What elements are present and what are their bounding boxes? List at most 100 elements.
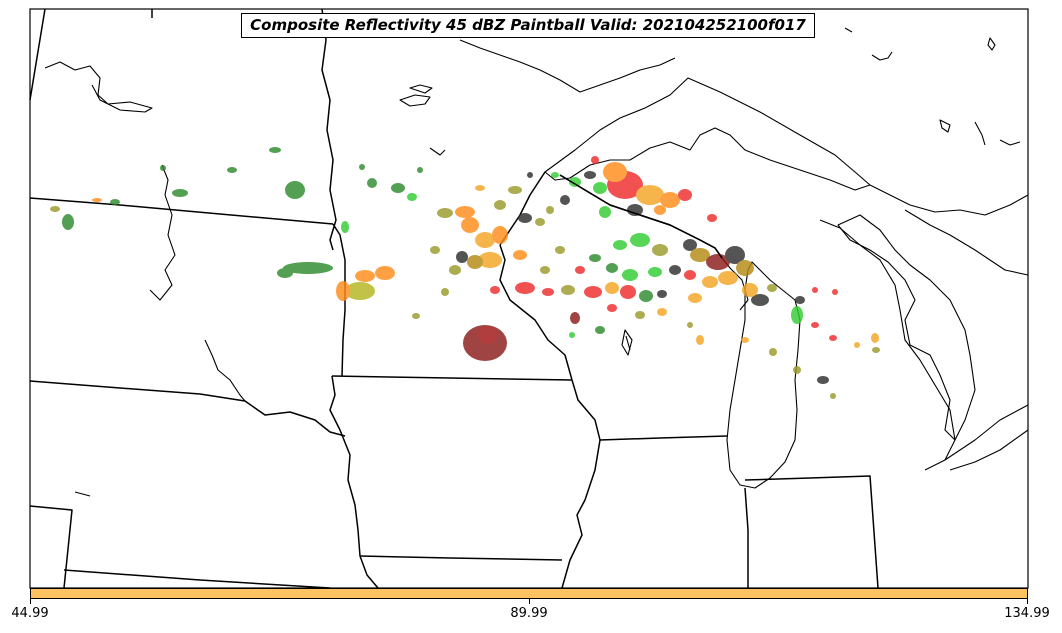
reflectivity-blob — [635, 311, 645, 319]
reflectivity-blob — [540, 266, 550, 274]
border-in-oh — [744, 475, 879, 589]
border-ia-east — [561, 379, 601, 589]
reflectivity-blob — [654, 205, 666, 215]
lake-of-woods — [44, 61, 153, 113]
north-shore-canada — [459, 39, 676, 93]
reflectivity-blob — [542, 288, 554, 296]
reflectivity-blob — [172, 189, 188, 197]
reflectivity-blob — [475, 185, 485, 191]
reflectivity-blob — [872, 347, 880, 353]
georgian-bay — [904, 209, 1029, 276]
reflectivity-blob — [336, 281, 350, 301]
reflectivity-blob — [359, 164, 365, 170]
reflectivity-blob — [832, 289, 838, 295]
colorbar-tick-label-mid: 89.99 — [510, 606, 548, 621]
reflectivity-blob — [690, 248, 710, 262]
reflectivity-blob — [725, 246, 745, 264]
border-wi-il — [599, 435, 728, 441]
reflectivity-blob — [817, 376, 829, 384]
border-mn-wi — [499, 244, 573, 381]
colorbar-tick-label-min: 44.99 — [11, 606, 49, 621]
reflectivity-blob — [391, 183, 405, 193]
reflectivity-blob — [412, 313, 420, 319]
reflectivity-blob — [478, 326, 498, 344]
colorbar — [30, 588, 1028, 599]
reflectivity-blob — [341, 221, 349, 233]
reflectivity-blob — [639, 290, 653, 302]
reflectivity-blob — [570, 312, 580, 324]
reflectivity-blob — [560, 195, 570, 205]
reflectivity-blob — [854, 342, 860, 348]
reflectivity-blob — [490, 286, 500, 294]
reflectivity-blob — [584, 286, 602, 298]
reflectivity-blob — [593, 182, 607, 194]
reflectivity-blob — [648, 267, 662, 277]
reflectivity-blob — [669, 265, 681, 275]
reflectivity-blob — [508, 186, 522, 194]
reflectivity-blob — [652, 244, 668, 256]
red-lake — [399, 94, 431, 107]
reflectivity-blob — [277, 268, 293, 278]
reflectivity-blob — [584, 171, 596, 179]
border-mt-nd — [29, 8, 46, 101]
lake-small-2 — [987, 37, 996, 51]
reflectivity-blob — [461, 217, 479, 233]
reflectivity-blob — [742, 283, 758, 297]
border-ia-mo — [359, 555, 563, 561]
reflectivity-blob — [599, 206, 611, 218]
reflectivity-blob — [569, 332, 575, 338]
lake-superior — [544, 77, 871, 191]
plot-frame — [29, 8, 1029, 589]
reflectivity-blob — [684, 270, 696, 280]
reflectivity-blob — [718, 271, 738, 285]
reflectivity-blob — [494, 200, 506, 210]
reflectivity-blob — [449, 265, 461, 275]
reflectivity-blob — [518, 213, 532, 223]
border-sd-ne — [29, 380, 346, 437]
colorbar-tick-label-max: 134.99 — [1004, 606, 1050, 621]
reflectivity-blob — [829, 335, 837, 341]
reflectivity-blob — [613, 240, 627, 250]
reflectivity-blob — [160, 165, 166, 171]
coastlines — [44, 27, 1029, 497]
reflectivity-blob — [407, 193, 417, 201]
lake-small-8 — [429, 147, 446, 156]
border-ne-ks — [63, 569, 331, 589]
reflectivity-blob — [467, 255, 483, 269]
reflectivity-blob — [561, 285, 575, 295]
lake-small-9 — [625, 335, 631, 351]
lake-small-4 — [974, 121, 986, 146]
reflectivity-blob — [475, 232, 495, 248]
reflectivity-blob — [657, 308, 667, 316]
colorbar-tick-middle — [529, 599, 530, 604]
reflectivity-blob — [478, 252, 502, 268]
reflectivity-blob — [606, 263, 618, 273]
reflectivity-blob — [283, 262, 333, 274]
reflectivity-blob — [871, 333, 879, 343]
reflectivity-blob — [811, 322, 819, 328]
reflectivity-blob — [795, 296, 805, 304]
reflectivity-blob — [702, 276, 718, 288]
missouri-river-sd — [204, 339, 246, 402]
reflectivity-blob — [660, 192, 680, 208]
lake-nipigon — [871, 51, 893, 61]
reflectivity-blob — [535, 218, 545, 226]
lake-huron — [837, 214, 976, 441]
reflectivity-blob — [492, 226, 508, 244]
reflectivity-blob — [455, 206, 475, 218]
reflectivity-blob — [285, 181, 305, 199]
reflectivity-blob — [627, 204, 643, 216]
reflectivity-blob — [767, 284, 777, 292]
colorbar-tick-left — [30, 599, 31, 604]
map-title: Composite Reflectivity 45 dBZ Paintball … — [241, 13, 815, 38]
reflectivity-blob — [50, 206, 60, 212]
reflectivity-blob — [769, 348, 777, 356]
reflectivity-blob — [569, 177, 581, 187]
reflectivity-blob — [591, 156, 599, 164]
mi-lower-peninsula — [819, 219, 956, 471]
lake-winnebago — [621, 329, 633, 356]
border-co-ne — [29, 505, 73, 589]
reflectivity-blob — [706, 254, 730, 270]
reflectivity-blob — [355, 270, 375, 282]
reflectivity-blob — [696, 335, 704, 345]
